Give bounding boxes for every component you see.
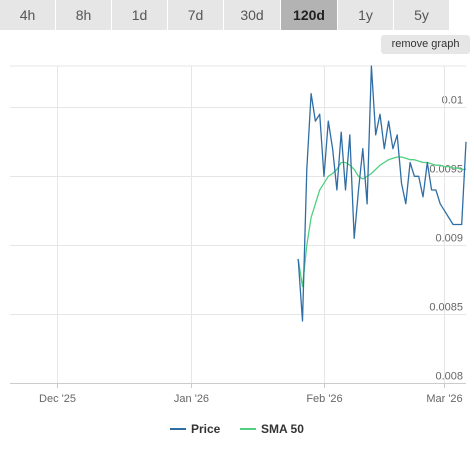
y-tick-label: 0.008 bbox=[435, 371, 463, 383]
legend-sma50-label: SMA 50 bbox=[261, 422, 304, 436]
y-tick-label: 0.01 bbox=[442, 95, 463, 107]
tab-1y[interactable]: 1y bbox=[338, 0, 394, 30]
chart-legend: Price SMA 50 bbox=[0, 418, 474, 440]
timeframe-tabs: 4h 8h 1d 7d 30d 120d 1y 5y bbox=[0, 0, 474, 30]
sma50-series-line bbox=[297, 156, 466, 288]
y-tick-label: 0.0095 bbox=[429, 164, 463, 176]
price-series-line bbox=[297, 65, 467, 322]
legend-price-label: Price bbox=[191, 422, 221, 436]
legend-item-price[interactable]: Price bbox=[170, 418, 220, 440]
tab-8h[interactable]: 8h bbox=[56, 0, 112, 30]
tab-5y[interactable]: 5y bbox=[394, 0, 450, 30]
x-tick-label: Mar '26 bbox=[426, 393, 462, 405]
x-tick-label: Jan '26 bbox=[174, 393, 209, 405]
y-tick-label: 0.009 bbox=[435, 233, 463, 245]
tab-7d[interactable]: 7d bbox=[168, 0, 224, 30]
x-tick-label: Feb '26 bbox=[306, 393, 342, 405]
remove-graph-button[interactable]: remove graph bbox=[381, 35, 470, 54]
tab-1d[interactable]: 1d bbox=[112, 0, 168, 30]
y-tick-label: 0.0085 bbox=[429, 302, 463, 314]
tab-4h[interactable]: 4h bbox=[0, 0, 56, 30]
price-chart: 0.008 0.0085 0.009 0.0095 0.01 Dec '25 Jan '26… bbox=[10, 65, 467, 405]
tab-30d[interactable]: 30d bbox=[224, 0, 281, 30]
legend-sma50-swatch bbox=[240, 428, 256, 430]
x-tick-label: Dec '25 bbox=[39, 393, 76, 405]
tab-120d[interactable]: 120d bbox=[281, 0, 338, 30]
legend-item-sma50[interactable]: SMA 50 bbox=[240, 418, 304, 440]
legend-price-swatch bbox=[170, 428, 186, 430]
